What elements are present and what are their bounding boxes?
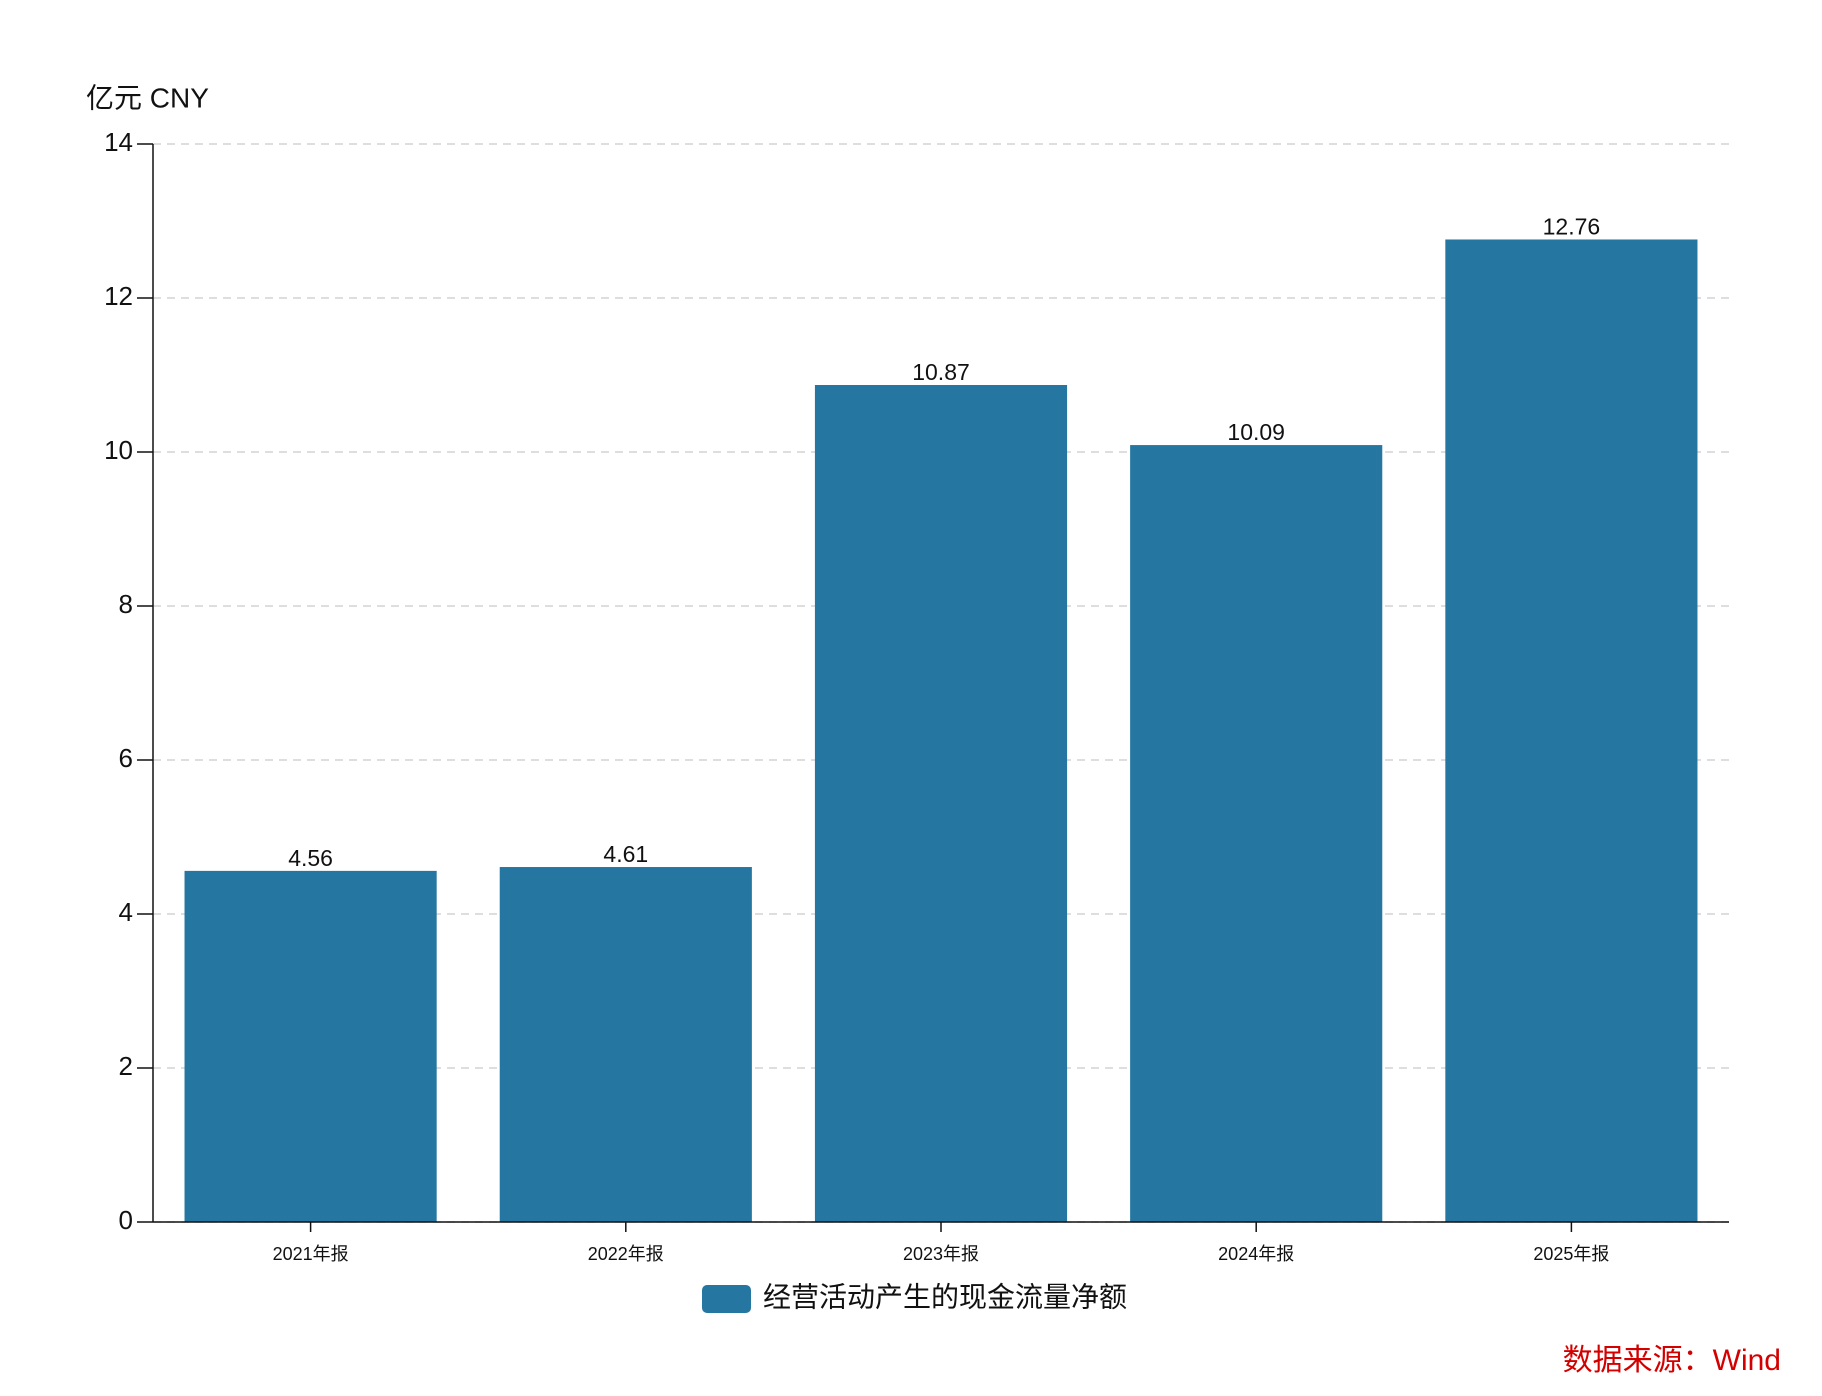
bar — [1130, 445, 1383, 1222]
y-tick-label: 6 — [119, 743, 133, 773]
x-tick-label: 2022年报 — [588, 1244, 664, 1264]
y-tick-label: 2 — [119, 1051, 133, 1081]
y-tick-label: 10 — [104, 435, 133, 465]
y-axis-label: 亿元 CNY — [86, 82, 209, 113]
value-label: 4.56 — [288, 845, 333, 871]
bar — [499, 867, 752, 1222]
value-label: 10.87 — [912, 359, 970, 385]
y-tick-label: 8 — [119, 589, 133, 619]
y-tick-label: 4 — [119, 897, 133, 927]
legend-swatch — [702, 1285, 751, 1313]
y-tick-label: 12 — [104, 281, 133, 311]
x-tick-label: 2023年报 — [903, 1244, 979, 1264]
value-label: 12.76 — [1543, 214, 1601, 240]
bar — [1445, 239, 1698, 1223]
y-tick-label: 14 — [104, 127, 133, 157]
x-tick-label: 2025年报 — [1533, 1244, 1609, 1264]
source-note: 数据来源：Wind — [1563, 1344, 1781, 1377]
bar — [184, 870, 437, 1222]
x-tick-label: 2024年报 — [1218, 1244, 1294, 1264]
y-tick-label: 0 — [119, 1205, 133, 1235]
bar — [814, 385, 1068, 1222]
legend-label: 经营活动产生的现金流量净额 — [763, 1281, 1127, 1312]
value-label: 10.09 — [1227, 419, 1285, 445]
value-label: 4.61 — [603, 841, 648, 867]
x-tick-label: 2021年报 — [273, 1244, 349, 1264]
